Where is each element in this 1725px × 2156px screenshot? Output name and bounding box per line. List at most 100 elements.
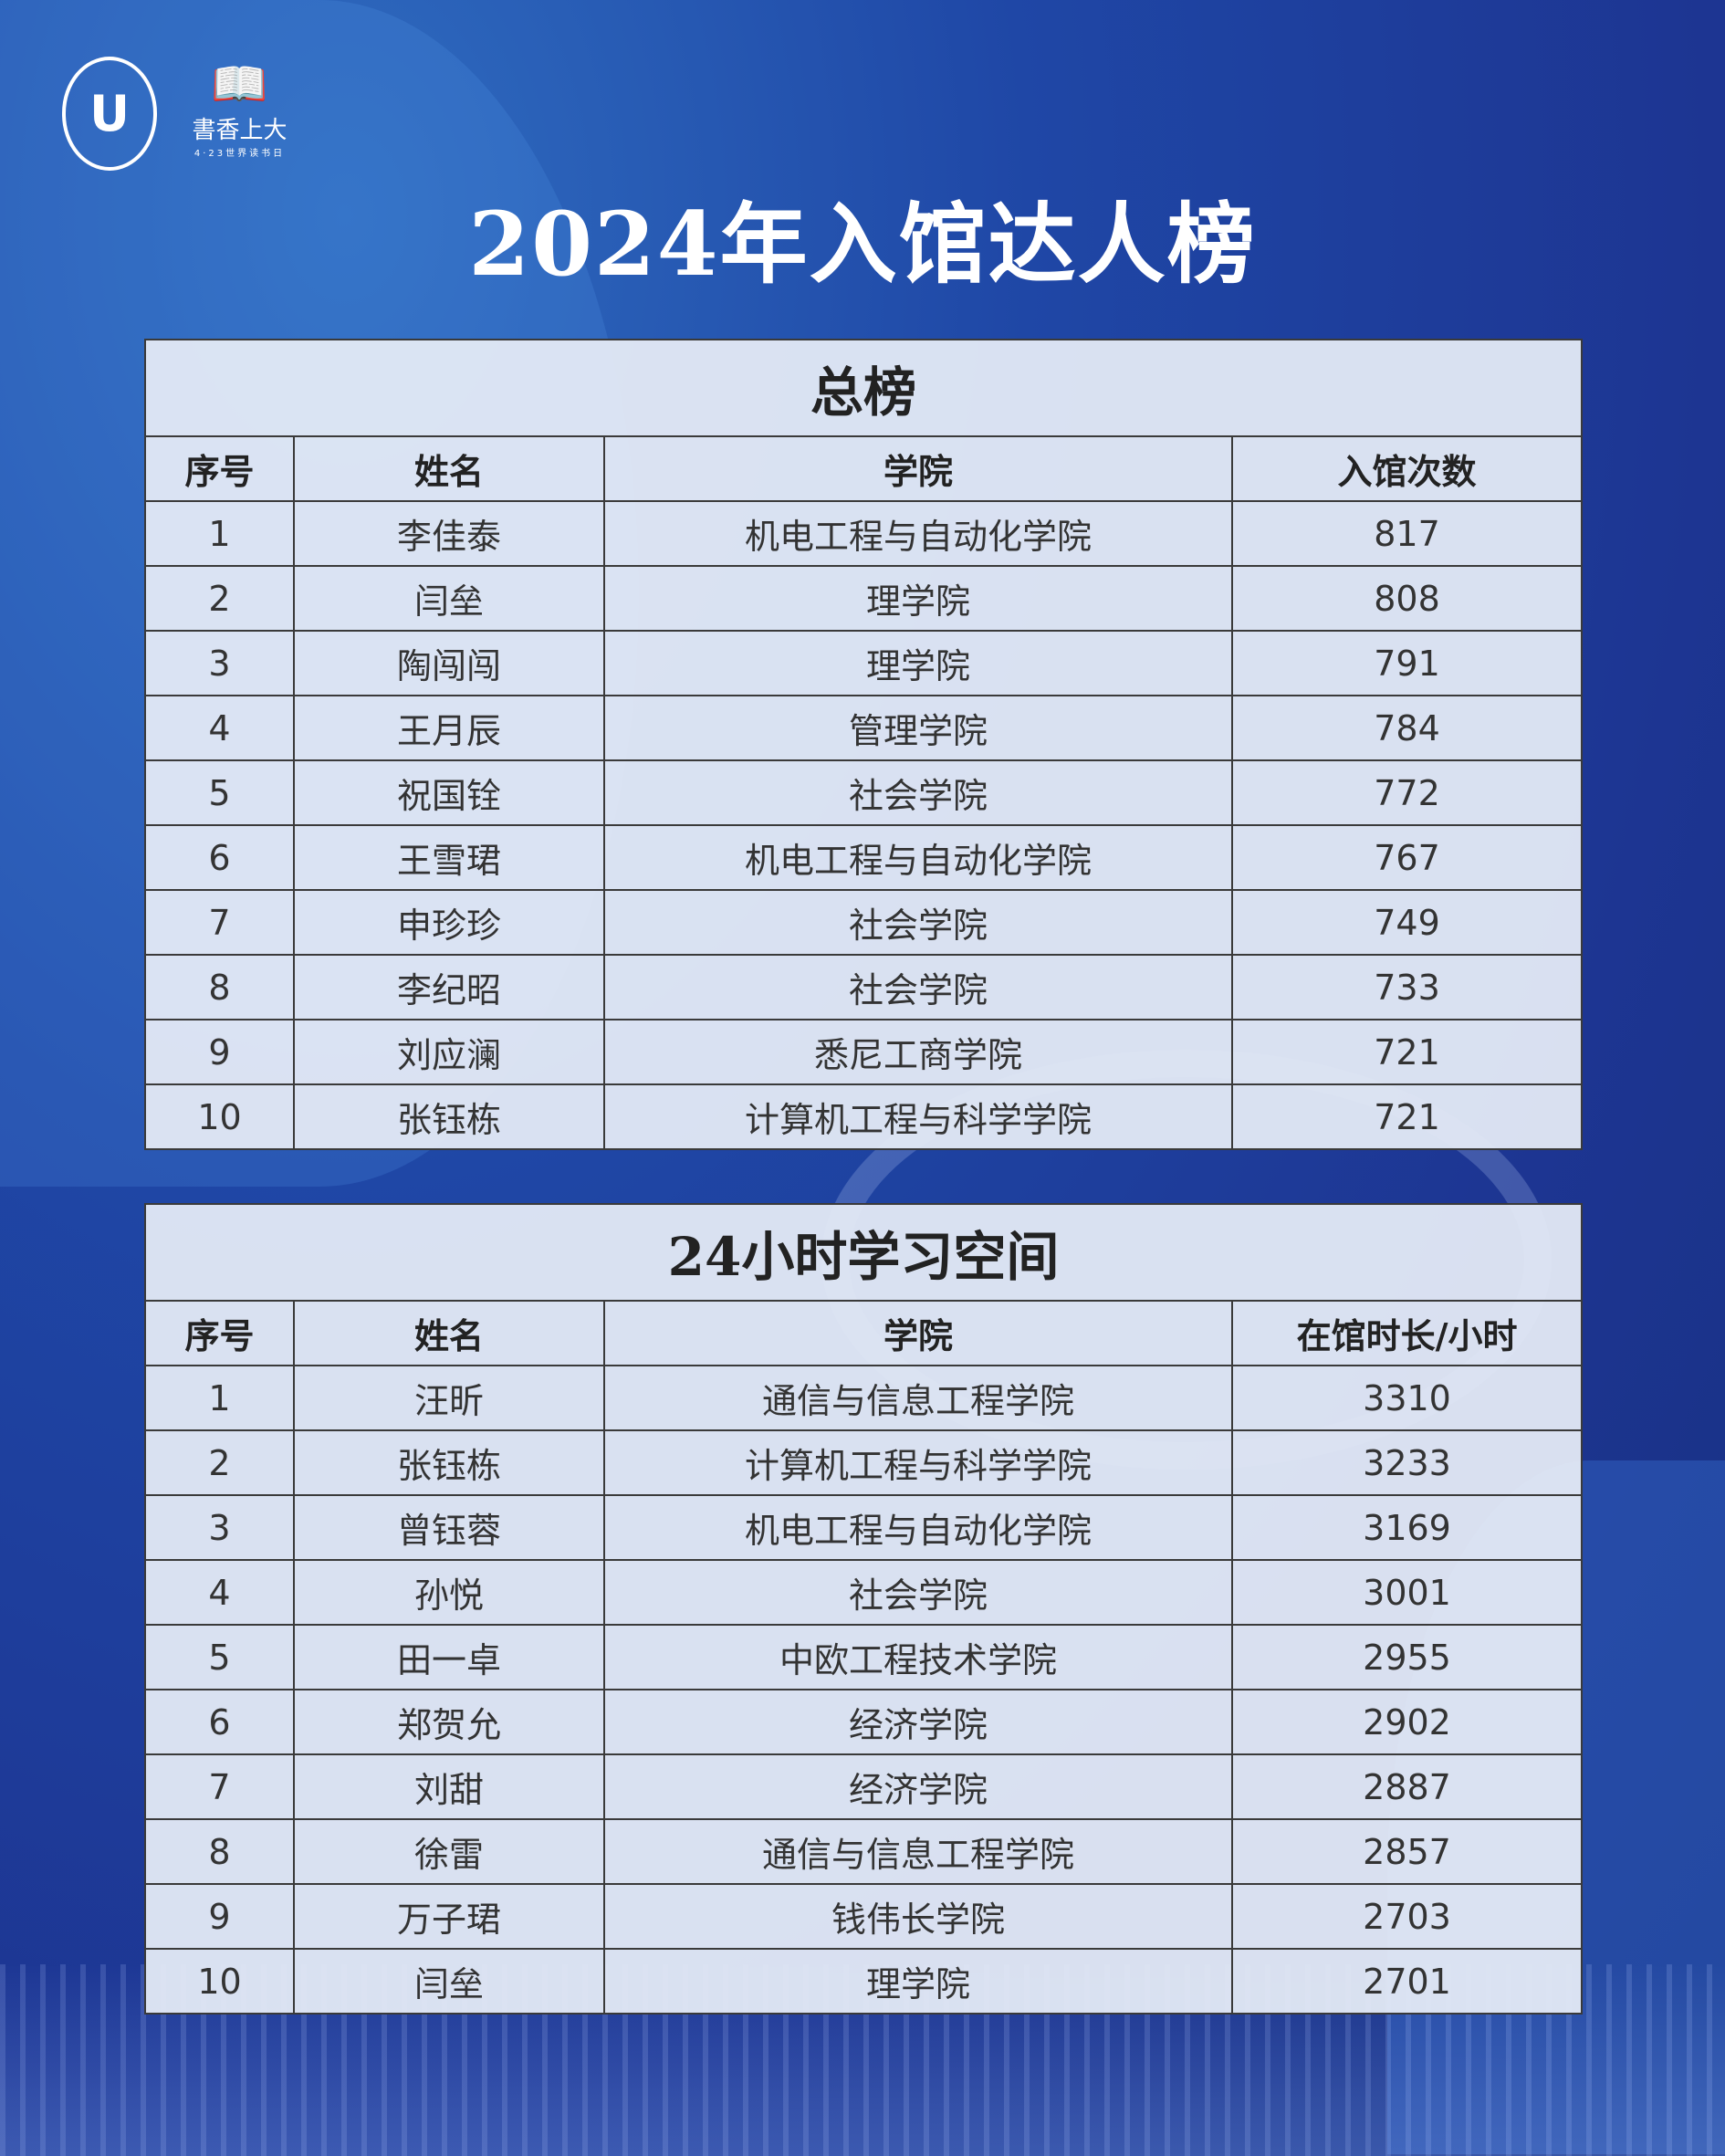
value-cell: 2955 xyxy=(1230,1624,1584,1690)
table-row: 8 李纪昭 社会学院 733 xyxy=(144,954,1584,1020)
table-row: 5 祝国铨 社会学院 772 xyxy=(144,759,1584,826)
column-header: 学院 xyxy=(603,435,1233,502)
value-cell: 784 xyxy=(1230,695,1584,761)
shanghai-university-logo: U xyxy=(62,57,157,171)
value-cell: 772 xyxy=(1230,759,1584,826)
rank-cell: 8 xyxy=(144,954,295,1020)
rank-cell: 1 xyxy=(144,500,295,567)
name-cell: 刘甜 xyxy=(293,1753,605,1820)
open-book-icon: 📖 xyxy=(211,58,268,110)
value-cell: 2701 xyxy=(1230,1948,1584,2015)
college-cell: 悉尼工商学院 xyxy=(603,1019,1233,1085)
college-cell: 计算机工程与科学学院 xyxy=(603,1429,1233,1496)
name-cell: 李纪昭 xyxy=(293,954,605,1020)
value-cell: 2857 xyxy=(1230,1818,1584,1885)
name-cell: 万子珺 xyxy=(293,1883,605,1950)
name-cell: 张钰栋 xyxy=(293,1429,605,1496)
rank-cell: 3 xyxy=(144,1494,295,1561)
name-cell: 张钰栋 xyxy=(293,1083,605,1150)
name-cell: 徐雷 xyxy=(293,1818,605,1885)
table-title: 总榜 xyxy=(143,339,1584,437)
rank-cell: 4 xyxy=(144,695,295,761)
page-title: 2024年入馆达人榜 xyxy=(468,193,1257,296)
value-cell: 3001 xyxy=(1230,1559,1584,1626)
table-title: 24小时学习空间 xyxy=(143,1203,1584,1302)
name-cell: 汪昕 xyxy=(293,1365,605,1431)
rank-cell: 3 xyxy=(144,630,295,696)
value-cell: 817 xyxy=(1230,500,1584,567)
college-cell: 社会学院 xyxy=(603,889,1233,956)
table-row: 3 曾钰蓉 机电工程与自动化学院 3169 xyxy=(144,1494,1584,1561)
table-row: 2 闫垒 理学院 808 xyxy=(144,565,1584,632)
value-cell: 733 xyxy=(1230,954,1584,1020)
study-space-ranking-table: 24小时学习空间 序号 姓名 学院 在馆时长/小时 1 汪昕 通信与信息工程学院 3310 2 张钰… xyxy=(143,1203,1584,2015)
value-cell: 721 xyxy=(1230,1019,1584,1085)
reading-logo-text: 書香上大 xyxy=(192,117,288,144)
rank-cell: 2 xyxy=(144,565,295,632)
value-cell: 2703 xyxy=(1230,1883,1584,1950)
name-cell: 刘应澜 xyxy=(293,1019,605,1085)
overall-ranking-table: 总榜 序号 姓名 学院 入馆次数 1 李佳泰 机电工程与自动化学院 817 2 闫垒 理学院 808 3 陶… xyxy=(143,339,1584,1150)
name-cell: 郑贺允 xyxy=(293,1689,605,1755)
column-header: 序号 xyxy=(144,435,295,502)
rank-cell: 9 xyxy=(144,1019,295,1085)
table-row: 1 汪昕 通信与信息工程学院 3310 xyxy=(144,1365,1584,1431)
college-cell: 理学院 xyxy=(603,1948,1233,2015)
table-row: 7 申珍珍 社会学院 749 xyxy=(144,889,1584,956)
value-cell: 3233 xyxy=(1230,1429,1584,1496)
name-cell: 祝国铨 xyxy=(293,759,605,826)
column-header: 姓名 xyxy=(293,1300,605,1366)
college-cell: 社会学院 xyxy=(603,759,1233,826)
table-row: 4 孙悦 社会学院 3001 xyxy=(144,1559,1584,1626)
value-cell: 767 xyxy=(1230,824,1584,891)
value-cell: 808 xyxy=(1230,565,1584,632)
value-cell: 749 xyxy=(1230,889,1584,956)
college-cell: 钱伟长学院 xyxy=(603,1883,1233,1950)
name-cell: 田一卓 xyxy=(293,1624,605,1690)
table-row: 7 刘甜 经济学院 2887 xyxy=(144,1753,1584,1820)
table-row: 4 王月辰 管理学院 784 xyxy=(144,695,1584,761)
table-row: 6 郑贺允 经济学院 2902 xyxy=(144,1689,1584,1755)
name-cell: 闫垒 xyxy=(293,1948,605,2015)
name-cell: 申珍珍 xyxy=(293,889,605,956)
table-row: 2 张钰栋 计算机工程与科学学院 3233 xyxy=(144,1429,1584,1496)
name-cell: 曾钰蓉 xyxy=(293,1494,605,1561)
name-cell: 孙悦 xyxy=(293,1559,605,1626)
rank-cell: 6 xyxy=(144,824,295,891)
value-cell: 2887 xyxy=(1230,1753,1584,1820)
college-cell: 机电工程与自动化学院 xyxy=(603,1494,1233,1561)
header-row: 序号 姓名 学院 在馆时长/小时 xyxy=(144,1300,1584,1366)
rank-cell: 10 xyxy=(144,1948,295,2015)
table-row: 8 徐雷 通信与信息工程学院 2857 xyxy=(144,1818,1584,1885)
college-cell: 理学院 xyxy=(603,630,1233,696)
column-header: 序号 xyxy=(144,1300,295,1366)
reading-logo-subtext: 4·23世界读书日 xyxy=(193,149,286,159)
header-row: 序号 姓名 学院 入馆次数 xyxy=(144,435,1584,502)
reading-day-logo: 📖 書香上大 4·23世界读书日 xyxy=(187,57,292,159)
college-cell: 管理学院 xyxy=(603,695,1233,761)
table-row: 9 刘应澜 悉尼工商学院 721 xyxy=(144,1019,1584,1085)
column-header: 学院 xyxy=(603,1300,1233,1366)
college-cell: 计算机工程与科学学院 xyxy=(603,1083,1233,1150)
college-cell: 中欧工程技术学院 xyxy=(603,1624,1233,1690)
college-cell: 经济学院 xyxy=(603,1753,1233,1820)
rank-cell: 10 xyxy=(144,1083,295,1150)
rank-cell: 5 xyxy=(144,759,295,826)
table-row: 3 陶闯闯 理学院 791 xyxy=(144,630,1584,696)
rank-cell: 7 xyxy=(144,1753,295,1820)
college-cell: 通信与信息工程学院 xyxy=(603,1365,1233,1431)
rank-cell: 1 xyxy=(144,1365,295,1431)
column-header: 入馆次数 xyxy=(1230,435,1584,502)
name-cell: 李佳泰 xyxy=(293,500,605,567)
college-cell: 理学院 xyxy=(603,565,1233,632)
name-cell: 王雪珺 xyxy=(293,824,605,891)
college-cell: 机电工程与自动化学院 xyxy=(603,824,1233,891)
college-cell: 社会学院 xyxy=(603,954,1233,1020)
value-cell: 791 xyxy=(1230,630,1584,696)
table-row: 1 李佳泰 机电工程与自动化学院 817 xyxy=(144,500,1584,567)
college-cell: 经济学院 xyxy=(603,1689,1233,1755)
rank-cell: 2 xyxy=(144,1429,295,1496)
table-row: 9 万子珺 钱伟长学院 2703 xyxy=(144,1883,1584,1950)
rank-cell: 9 xyxy=(144,1883,295,1950)
rank-cell: 7 xyxy=(144,889,295,956)
